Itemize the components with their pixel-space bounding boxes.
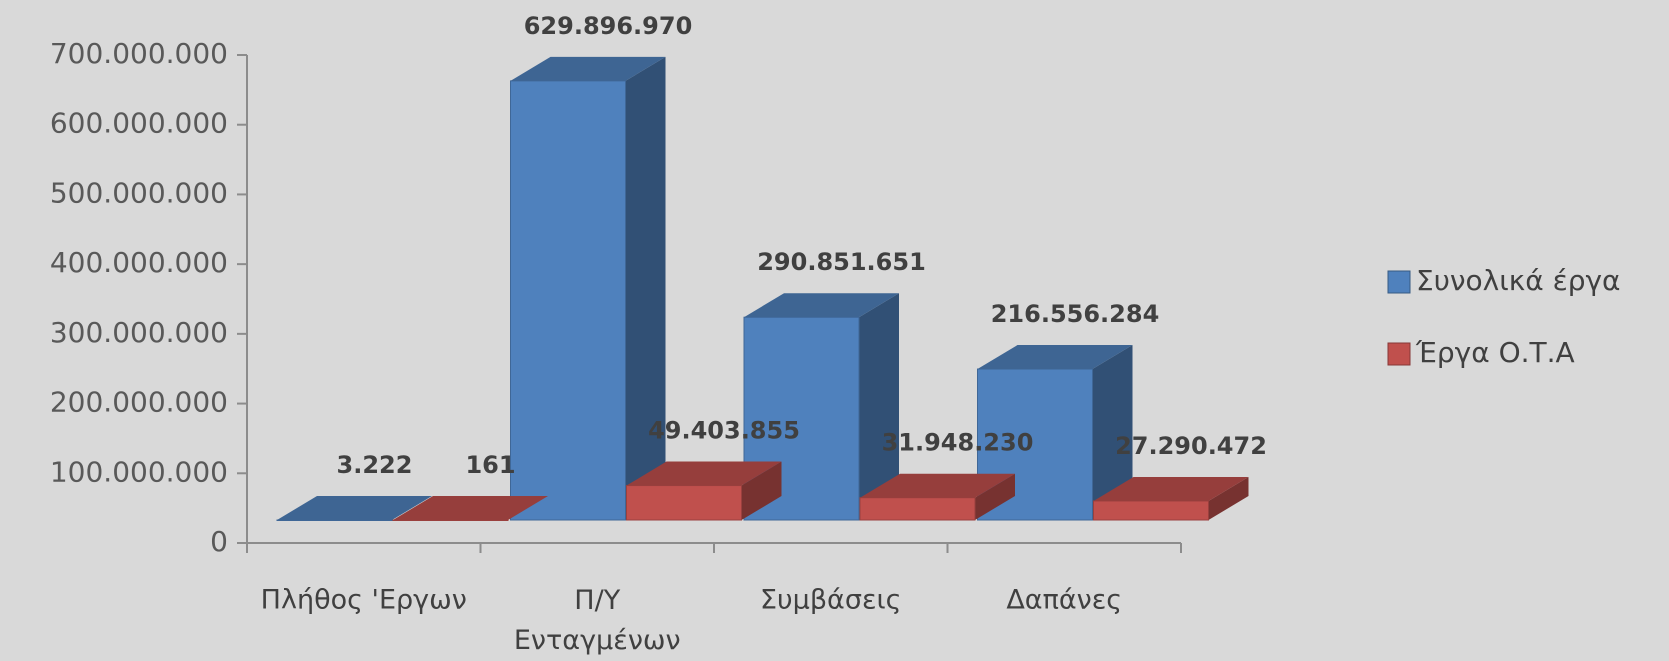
- bar-group: [392, 495, 548, 521]
- bar-side: [859, 293, 899, 520]
- x-tick-label: Π/Υ Ενταγμένων: [514, 585, 681, 656]
- bar-top: [393, 495, 548, 520]
- bar-top: [977, 345, 1133, 370]
- y-tick-label: 600.000.000: [50, 107, 228, 140]
- y-tick-label: 400.000.000: [50, 246, 228, 279]
- data-label: 290.851.651: [757, 248, 926, 276]
- data-label: 161: [465, 451, 515, 479]
- bar-top: [744, 293, 899, 318]
- data-label: 49.403.855: [648, 417, 800, 445]
- data-label: 629.896.970: [524, 12, 693, 40]
- bar-group: [626, 461, 782, 521]
- legend-label: Συνολικά έργα: [1416, 264, 1621, 297]
- bar-side: [1092, 345, 1133, 520]
- bar: [1093, 500, 1209, 521]
- bar-top: [510, 56, 666, 81]
- bar: [392, 519, 509, 521]
- bar-side: [975, 473, 1015, 520]
- bar: [626, 485, 742, 521]
- y-tick-label: 500.000.000: [50, 176, 228, 209]
- bar: [859, 497, 976, 521]
- y-tick-label: 0: [210, 525, 228, 558]
- legend-label: Έργα Ο.Τ.Α: [1415, 336, 1575, 369]
- legend-swatch: [1387, 270, 1411, 294]
- legend-swatch: [1387, 342, 1411, 366]
- data-label: 31.948.230: [882, 429, 1034, 457]
- data-label: 27.290.472: [1115, 432, 1267, 460]
- x-tick-label: Δαπάνες: [1006, 585, 1122, 616]
- bar-group: [743, 293, 899, 521]
- bar-group: [977, 345, 1133, 521]
- bar-side: [741, 461, 782, 520]
- bar-side: [508, 495, 548, 520]
- bar-top: [1093, 476, 1249, 501]
- bar-side: [625, 56, 666, 520]
- x-tick-label: Πλήθος 'Εργων: [261, 585, 467, 616]
- bar: [276, 519, 393, 521]
- bar: [510, 80, 626, 521]
- bar-group: [510, 56, 666, 521]
- y-tick-label: 700.000.000: [50, 37, 228, 70]
- bar-side: [1208, 476, 1249, 520]
- bar-group: [276, 495, 432, 521]
- y-tick-label: 100.000.000: [50, 455, 228, 488]
- bar-side: [392, 495, 432, 520]
- bar-group: [859, 473, 1015, 521]
- bar-top: [626, 461, 782, 486]
- y-tick-label: 300.000.000: [50, 316, 228, 349]
- y-tick-label: 200.000.000: [50, 386, 228, 419]
- data-label: 216.556.284: [991, 300, 1160, 328]
- bar-group: [1093, 476, 1249, 521]
- data-label: 3.222: [337, 451, 413, 479]
- bar-top: [860, 473, 1015, 498]
- x-tick-label: Συμβάσεις: [760, 585, 902, 616]
- bar-top: [277, 495, 432, 520]
